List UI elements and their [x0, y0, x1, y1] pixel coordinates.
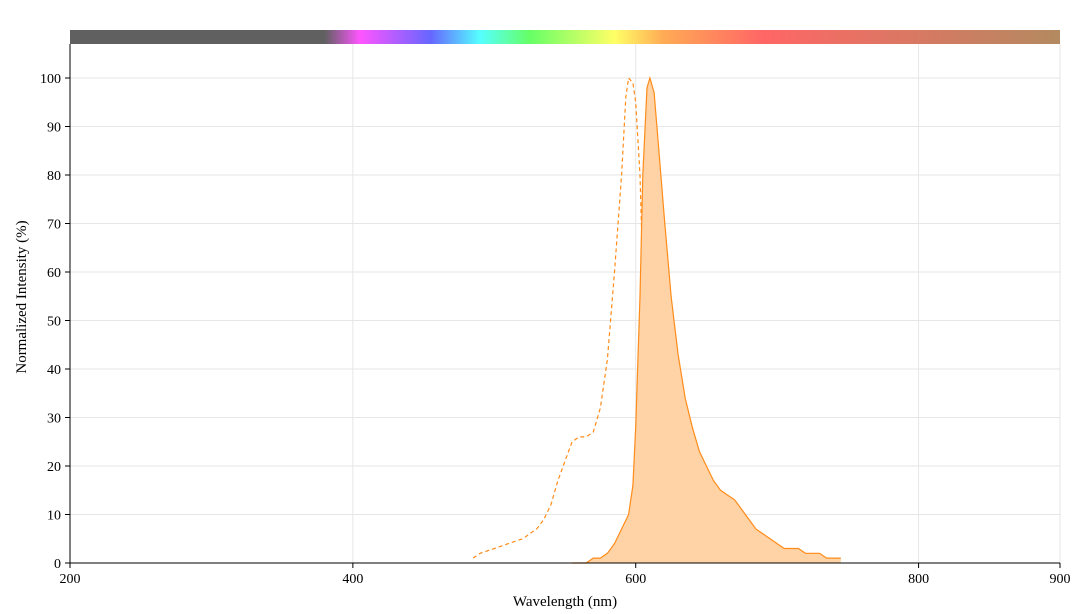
series-group	[472, 75, 841, 564]
y-tick-label-30: 30	[47, 412, 61, 427]
y-axis-title: Normalized Intensity (%)	[14, 220, 30, 373]
x-tick-label-600: 600	[625, 572, 646, 587]
x-tick-label-400: 400	[342, 572, 363, 587]
y-tick-label-50: 50	[47, 315, 61, 330]
y-tick-label-90: 90	[47, 121, 61, 136]
grid-lines	[69, 44, 1061, 564]
y-tick-label-10: 10	[47, 509, 61, 524]
y-tick-label-100: 100	[40, 72, 61, 87]
x-axis-title: Wavelength (nm)	[513, 594, 617, 610]
y-tick-label-40: 40	[47, 363, 61, 378]
tick-labels: 200 400 600 800 900 0 10 20 30 40 50 60 70 80 90 100	[40, 72, 1071, 587]
spectrum-bar	[70, 30, 1060, 44]
x-tick-label-900: 900	[1050, 572, 1071, 587]
y-tick-label-70: 70	[47, 218, 61, 233]
axes	[69, 44, 1060, 564]
series-1-area	[572, 78, 841, 563]
x-tick-label-200: 200	[60, 572, 81, 587]
series-1-line	[572, 75, 841, 564]
y-tick-label-20: 20	[47, 460, 61, 475]
y-tick-label-0: 0	[54, 557, 61, 572]
y-tick-label-80: 80	[47, 169, 61, 184]
y-tick-label-60: 60	[47, 266, 61, 281]
x-tick-label-800: 800	[908, 572, 929, 587]
